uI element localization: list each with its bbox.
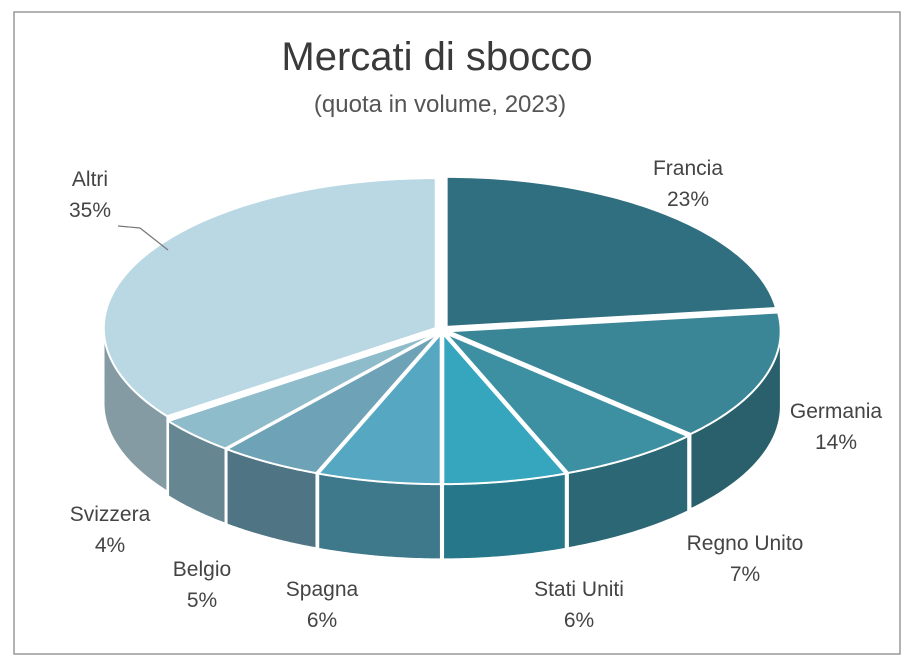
pie-slice (102, 177, 437, 418)
value-label: 23% (667, 188, 709, 211)
value-label: 35% (69, 199, 111, 222)
pie-slice (445, 175, 778, 328)
pie-slice (316, 331, 442, 486)
category-label: Belgio (173, 558, 231, 581)
category-label: Svizzera (70, 503, 151, 526)
pie-slice (448, 311, 782, 436)
chart-subtitle: (quota in volume, 2023) (314, 91, 566, 118)
value-label: 4% (95, 534, 125, 557)
category-label: Germania (790, 400, 883, 423)
pie-slice (445, 332, 691, 475)
pie-slice (224, 332, 440, 475)
value-label: 7% (730, 563, 760, 586)
leader-line (117, 225, 169, 251)
category-label: Spagna (286, 578, 359, 601)
chart-title: Mercati di sbocco (281, 35, 592, 79)
value-label: 6% (564, 609, 594, 632)
pie-slice (165, 331, 438, 450)
pie-side (317, 472, 442, 560)
value-label: 6% (307, 609, 337, 632)
category-label: Altri (72, 168, 108, 191)
category-label: Francia (653, 157, 723, 180)
value-label: 5% (187, 589, 217, 612)
pie-side (442, 472, 567, 560)
category-label: Stati Uniti (534, 578, 624, 601)
pie-slice (442, 331, 568, 486)
value-label: 14% (815, 431, 857, 454)
category-label: Regno Unito (687, 532, 804, 555)
